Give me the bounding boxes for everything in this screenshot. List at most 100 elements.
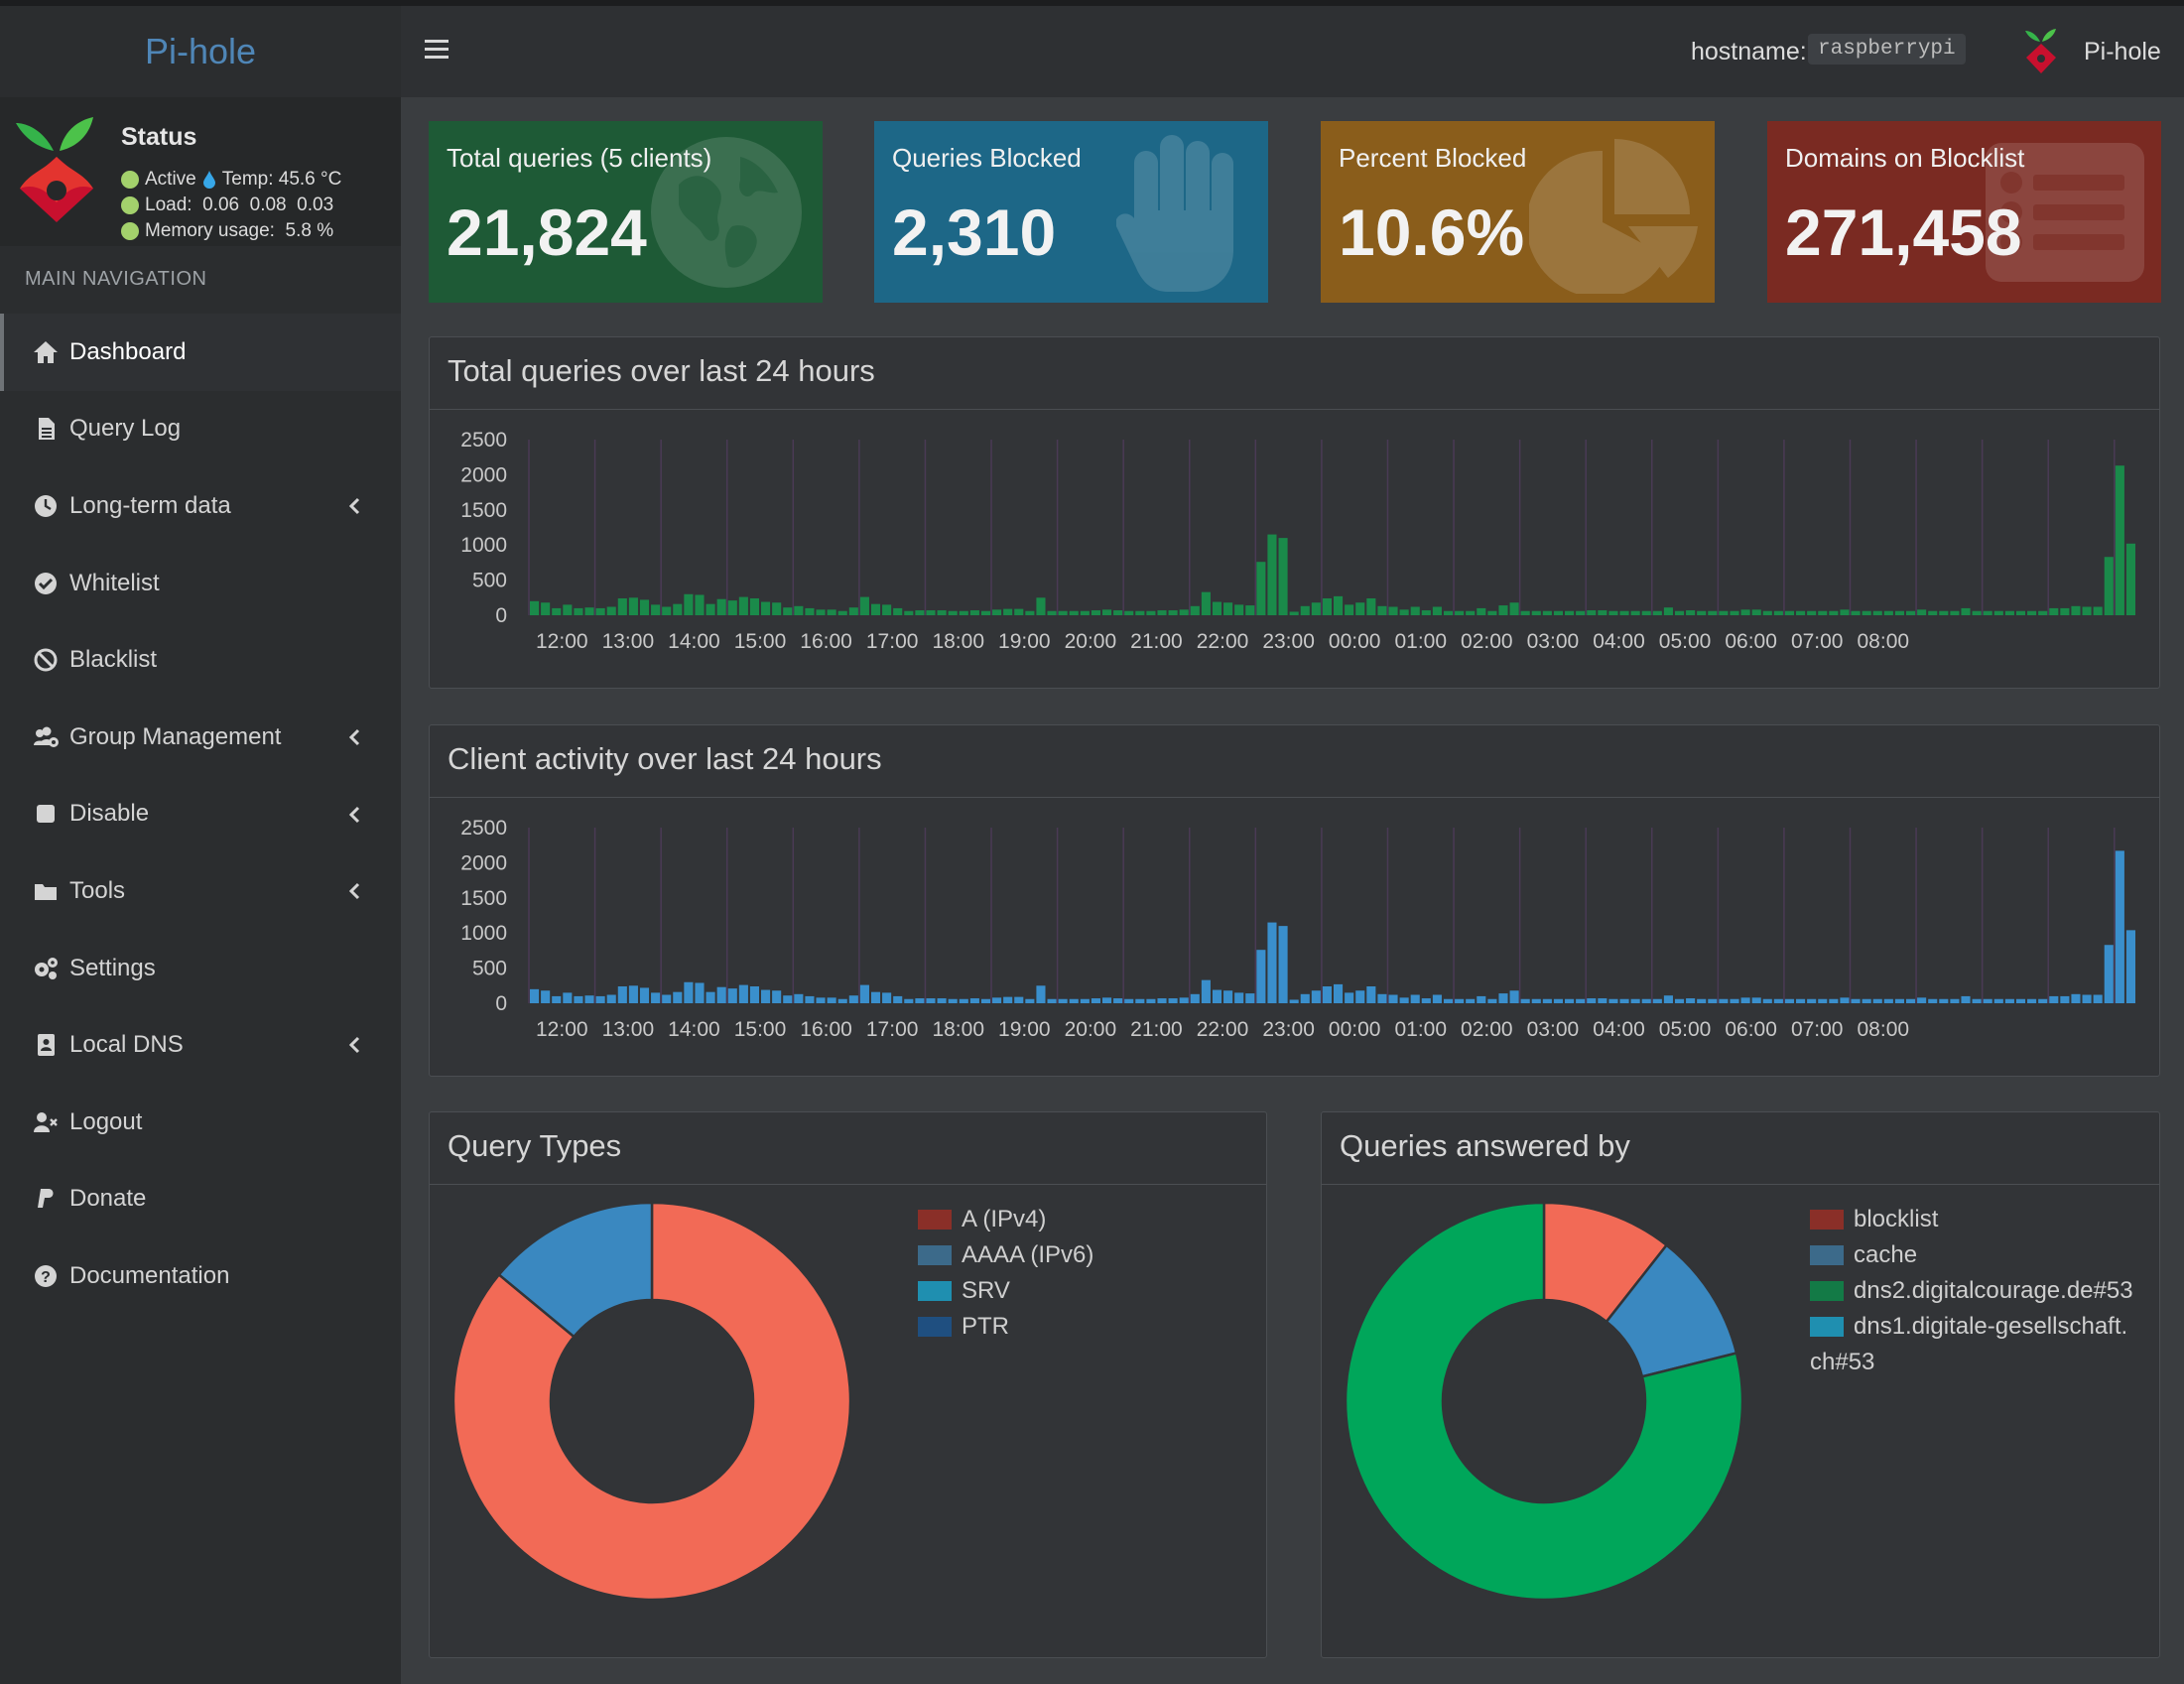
clients-chart-bar[interactable] xyxy=(662,994,672,1003)
clients-chart-bar[interactable] xyxy=(1883,998,1893,1003)
queries-chart-bar[interactable] xyxy=(1751,609,1761,615)
clients-chart-bar[interactable] xyxy=(870,991,881,1003)
clients-chart-bar[interactable] xyxy=(2104,945,2114,1003)
queries-chart-bar[interactable] xyxy=(1939,610,1949,615)
queries-chart-bar[interactable] xyxy=(1245,605,1255,615)
queries-chart-bar[interactable] xyxy=(805,607,815,615)
sidebar-item-donate[interactable]: Donate xyxy=(0,1161,401,1238)
queries-chart-bar[interactable] xyxy=(915,610,925,615)
queries-chart-bar[interactable] xyxy=(1124,610,1134,615)
clients-chart-bar[interactable] xyxy=(617,986,627,1003)
queries-chart-bar[interactable] xyxy=(1894,610,1904,615)
clients-chart-bar[interactable] xyxy=(1366,986,1376,1003)
clients-chart-bar[interactable] xyxy=(1905,998,1916,1003)
queries-chart-bar[interactable] xyxy=(2015,610,2026,615)
clients-chart-bar[interactable] xyxy=(1477,995,1486,1003)
clients-chart-bar[interactable] xyxy=(1663,995,1673,1003)
clients-chart-bar[interactable] xyxy=(1190,993,1200,1003)
queries-chart-bar[interactable] xyxy=(1961,607,1971,615)
clients-chart-bar[interactable] xyxy=(1410,994,1420,1003)
clients-chart-bar[interactable] xyxy=(1697,998,1707,1003)
clients-chart-bar[interactable] xyxy=(1466,998,1476,1003)
queries-chart-bar[interactable] xyxy=(1146,610,1156,615)
queries-chart-bar[interactable] xyxy=(1003,608,1013,615)
queries-chart-bar[interactable] xyxy=(1399,609,1409,615)
clients-chart-bar[interactable] xyxy=(1212,989,1222,1003)
clients-chart-bar[interactable] xyxy=(1509,990,1519,1003)
clients-chart-bar[interactable] xyxy=(980,998,991,1003)
queries-chart-bar[interactable] xyxy=(1080,610,1090,615)
queries-chart-bar[interactable] xyxy=(2125,543,2135,615)
queries-chart-bar[interactable] xyxy=(1058,610,1068,615)
queries-chart-bar[interactable] xyxy=(772,602,782,615)
queries-chart-bar[interactable] xyxy=(1576,610,1586,615)
queries-chart-bar[interactable] xyxy=(673,603,683,615)
queries-chart-bar[interactable] xyxy=(662,606,672,615)
queries-chart-bar[interactable] xyxy=(1807,610,1817,615)
queries-chart-bar[interactable] xyxy=(1410,606,1420,615)
clients-chart-bar[interactable] xyxy=(859,984,869,1003)
clients-chart-bar[interactable] xyxy=(1443,998,1454,1003)
queries-chart-bar[interactable] xyxy=(1862,610,1871,615)
clients-chart-bar[interactable] xyxy=(1641,998,1651,1003)
sidebar-toggle-icon[interactable] xyxy=(425,38,450,62)
queries-chart-bar[interactable] xyxy=(1135,610,1145,615)
sidebar-item-logout[interactable]: Logout xyxy=(0,1084,401,1161)
clients-chart-bar[interactable] xyxy=(1587,998,1597,1003)
queries-chart-bar[interactable] xyxy=(1608,610,1618,615)
sidebar-item-settings[interactable]: Settings xyxy=(0,930,401,1007)
clients-chart-bar[interactable] xyxy=(1565,998,1575,1003)
queries-chart-bar[interactable] xyxy=(1069,610,1079,615)
clients-chart-bar[interactable] xyxy=(926,998,936,1003)
clients-chart-bar[interactable] xyxy=(2015,998,2026,1003)
queries-chart-bar[interactable] xyxy=(1455,610,1465,615)
clients-chart-bar[interactable] xyxy=(1168,998,1178,1003)
clients-chart-bar[interactable] xyxy=(1553,998,1564,1003)
clients-chart-bar[interactable] xyxy=(2049,995,2059,1003)
clients-chart-bar[interactable] xyxy=(2004,998,2014,1003)
queries-chart-bar[interactable] xyxy=(1730,610,1739,615)
chevron-left-icon[interactable] xyxy=(345,495,365,517)
queries-chart-bar[interactable] xyxy=(1840,609,1850,615)
answered-by-donut[interactable] xyxy=(1322,1185,1778,1657)
chevron-left-icon[interactable] xyxy=(345,804,365,826)
queries-chart-bar[interactable] xyxy=(1719,610,1729,615)
answered-by-slice[interactable] xyxy=(1344,1201,1744,1602)
clients-chart-bar[interactable] xyxy=(1135,998,1145,1003)
queries-chart-bar[interactable] xyxy=(1278,538,1288,615)
chevron-left-icon[interactable] xyxy=(345,726,365,748)
clients-chart-bar[interactable] xyxy=(1101,997,1112,1003)
clients-chart-bar[interactable] xyxy=(1311,990,1321,1003)
clients-chart-bar[interactable] xyxy=(837,998,847,1003)
clients-chart-bar[interactable] xyxy=(1300,993,1310,1003)
queries-chart-bar[interactable] xyxy=(882,604,892,615)
queries-chart-bar[interactable] xyxy=(1477,607,1486,615)
clients-chart-bar[interactable] xyxy=(574,995,583,1003)
queries-chart-bar[interactable] xyxy=(541,602,551,615)
answered-by-legend-item[interactable]: blocklist xyxy=(1810,1202,2133,1237)
clients-chart-bar[interactable] xyxy=(1091,998,1100,1003)
clients-chart-bar[interactable] xyxy=(827,997,836,1003)
clients-chart-bar[interactable] xyxy=(1036,985,1046,1003)
query-types-legend-item[interactable]: PTR xyxy=(918,1309,1093,1345)
clients-chart-bar[interactable] xyxy=(1520,998,1530,1003)
clients-chart-bar[interactable] xyxy=(552,995,562,1003)
clients-chart-bar[interactable] xyxy=(563,992,573,1003)
queries-chart-bar[interactable] xyxy=(1928,610,1938,615)
queries-chart-bar[interactable] xyxy=(727,600,737,615)
clients-chart-bar[interactable] xyxy=(1784,998,1795,1003)
queries-chart-bar[interactable] xyxy=(617,598,627,615)
queries-chart-bar[interactable] xyxy=(1652,610,1662,615)
clients-chart-bar[interactable] xyxy=(595,995,605,1003)
queries-chart-bar[interactable] xyxy=(1157,610,1167,615)
clients-chart-bar[interactable] xyxy=(848,995,858,1003)
clients-chart-bar[interactable] xyxy=(1719,998,1729,1003)
queries-chart-bar[interactable] xyxy=(1334,595,1344,615)
query-types-slice[interactable] xyxy=(497,1201,654,1339)
queries-chart-bar[interactable] xyxy=(1641,610,1651,615)
queries-chart-bar[interactable] xyxy=(1531,610,1541,615)
queries-chart-bar[interactable] xyxy=(1179,609,1189,615)
user-pihole-logo-icon[interactable] xyxy=(2024,28,2058,75)
clients-chart-bar[interactable] xyxy=(1432,994,1442,1003)
queries-chart-bar[interactable] xyxy=(1212,601,1222,615)
